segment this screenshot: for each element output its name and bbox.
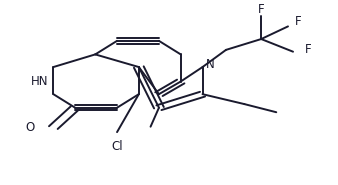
Text: HN: HN xyxy=(31,75,49,88)
Text: F: F xyxy=(258,3,265,16)
Text: F: F xyxy=(295,15,301,28)
Text: F: F xyxy=(305,43,311,56)
Text: O: O xyxy=(26,121,35,134)
Text: N: N xyxy=(206,58,215,71)
Text: Cl: Cl xyxy=(111,140,123,153)
